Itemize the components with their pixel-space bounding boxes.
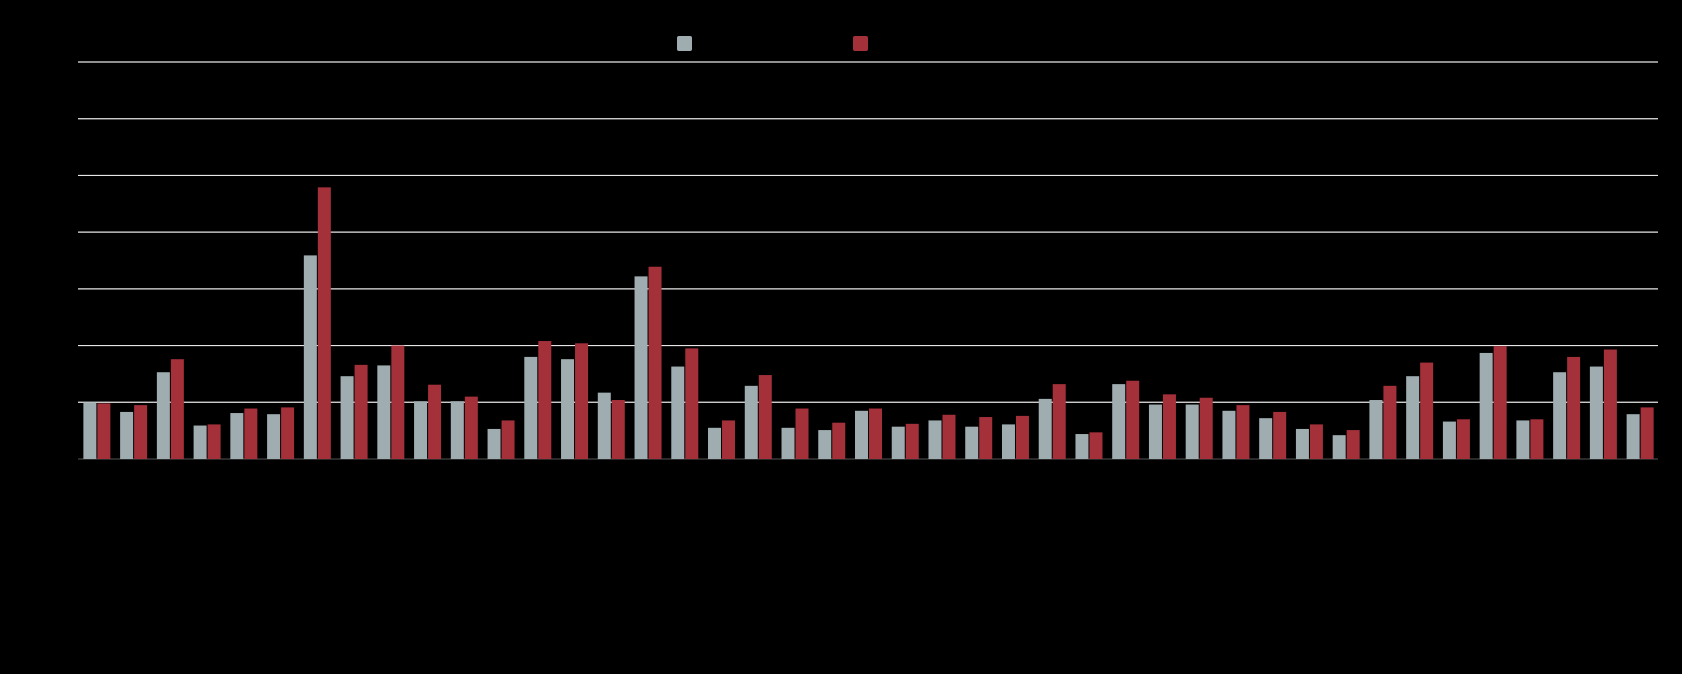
bar xyxy=(1456,419,1470,459)
bar xyxy=(317,187,331,460)
bar xyxy=(134,405,148,459)
bar xyxy=(340,376,354,459)
bar xyxy=(1162,394,1176,459)
bar xyxy=(561,359,575,459)
bar xyxy=(1273,411,1287,459)
bar xyxy=(965,426,979,459)
bar xyxy=(450,401,464,459)
bar xyxy=(1052,384,1066,459)
bar xyxy=(207,424,221,459)
bar xyxy=(1442,421,1456,459)
bar xyxy=(1383,385,1397,459)
bar xyxy=(487,428,501,459)
bar xyxy=(1420,362,1434,459)
bar xyxy=(1038,398,1052,459)
bar xyxy=(1479,352,1493,459)
bar xyxy=(1406,376,1420,459)
legend-swatch xyxy=(853,36,868,51)
bar xyxy=(83,402,97,459)
bar xyxy=(597,392,611,459)
bar xyxy=(428,384,442,459)
bar xyxy=(354,364,368,459)
bar xyxy=(832,422,846,459)
bar xyxy=(1001,424,1015,459)
bar xyxy=(1493,346,1507,459)
bar xyxy=(905,423,919,459)
bar xyxy=(855,410,868,459)
bar xyxy=(1369,400,1383,459)
bar xyxy=(942,414,956,459)
bar xyxy=(781,427,795,459)
bar xyxy=(464,396,478,459)
bar xyxy=(377,365,391,459)
bar xyxy=(611,400,625,459)
bar xyxy=(170,359,184,459)
bar xyxy=(1589,366,1603,459)
bar xyxy=(97,403,111,459)
bar xyxy=(818,430,832,459)
bar xyxy=(1332,435,1346,459)
bar xyxy=(708,427,722,459)
bar xyxy=(1126,380,1140,459)
bar xyxy=(1530,419,1544,459)
bar xyxy=(979,417,993,459)
bar xyxy=(1185,404,1199,459)
bar xyxy=(758,375,772,459)
bar xyxy=(156,372,170,459)
bar xyxy=(1112,384,1126,459)
bar xyxy=(230,413,244,459)
bar xyxy=(722,420,736,459)
bar xyxy=(928,420,942,459)
legend-swatch xyxy=(677,36,692,51)
bar xyxy=(634,276,648,459)
bar xyxy=(303,255,317,459)
bar xyxy=(1603,349,1617,459)
bar xyxy=(1222,410,1236,459)
bar xyxy=(795,408,809,459)
bar xyxy=(1567,356,1581,459)
bar xyxy=(1075,434,1089,459)
bar xyxy=(1295,428,1309,459)
bar xyxy=(391,345,405,459)
bar xyxy=(1626,414,1640,459)
bar xyxy=(1553,372,1567,459)
bar xyxy=(671,366,685,459)
bar xyxy=(869,408,882,459)
bar xyxy=(744,385,758,459)
bar xyxy=(267,414,281,459)
bar xyxy=(891,426,905,459)
bar xyxy=(1089,432,1103,459)
bar xyxy=(244,408,258,459)
bar xyxy=(501,420,515,459)
bar xyxy=(575,343,589,459)
bar xyxy=(648,266,662,459)
bar xyxy=(281,407,295,459)
bar xyxy=(120,411,134,459)
bar xyxy=(1015,415,1029,459)
bar xyxy=(1346,430,1360,459)
bar xyxy=(1236,405,1250,459)
bar xyxy=(414,401,428,459)
bar xyxy=(524,356,538,459)
bar xyxy=(538,341,552,459)
bar xyxy=(1309,424,1323,459)
bar xyxy=(1640,407,1654,459)
bar xyxy=(685,348,699,459)
bar xyxy=(193,425,207,459)
bar xyxy=(1259,418,1273,459)
bar xyxy=(1516,420,1530,459)
bar xyxy=(1148,404,1162,459)
bar xyxy=(1199,397,1213,459)
